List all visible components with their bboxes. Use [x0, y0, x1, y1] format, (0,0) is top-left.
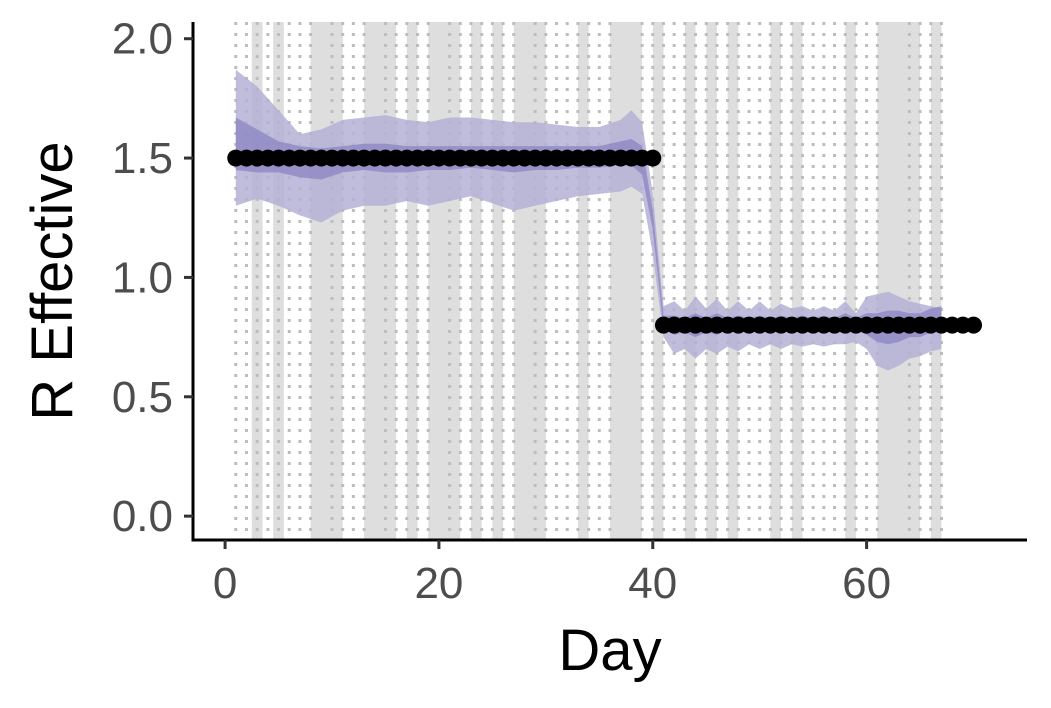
- shaded-span-16: [791, 22, 803, 540]
- y-tick-label-0: 0.0: [112, 492, 173, 541]
- shaded-span-6: [471, 22, 482, 540]
- point-day-40: [644, 149, 662, 167]
- shaded-span-19: [930, 22, 942, 540]
- axes: [191, 22, 1027, 542]
- x-axis-title: Day: [558, 618, 661, 683]
- shaded-span-5: [428, 22, 461, 540]
- tick-labels: 0.0 0.5 1.0 1.5 2.0 0 20 40 60: [112, 15, 891, 608]
- shaded-span-18: [877, 22, 921, 540]
- x-tick-label-1: 20: [414, 559, 463, 608]
- y-tick-label-4: 2.0: [112, 15, 173, 64]
- shaded-span-2: [310, 22, 343, 540]
- y-axis-title: R Effective: [20, 141, 85, 420]
- x-tick-label-3: 60: [842, 559, 891, 608]
- shaded-span-1: [273, 22, 284, 540]
- estimate-band-outer: [235, 69, 942, 371]
- y-tick-label-2: 1.0: [112, 253, 173, 302]
- shaded-span-0: [251, 22, 263, 540]
- shaded-span-14: [727, 22, 739, 540]
- shaded-spans: [251, 22, 942, 540]
- shaded-span-9: [577, 22, 589, 540]
- shaded-span-8: [513, 22, 546, 540]
- tick-marks: [184, 37, 869, 549]
- y-tick-label-3: 1.5: [112, 134, 173, 183]
- shaded-span-7: [492, 22, 504, 540]
- x-tick-label-0: 0: [213, 559, 237, 608]
- shaded-span-17: [845, 22, 856, 540]
- shaded-span-3: [364, 22, 397, 540]
- dotted-reference-lines: [234, 22, 943, 540]
- shaded-span-12: [684, 22, 696, 540]
- point-day-70: [965, 316, 983, 334]
- true-r-points: [227, 149, 983, 334]
- shaded-span-4: [406, 22, 418, 540]
- x-tick-label-2: 40: [628, 559, 677, 608]
- y-tick-label-1: 0.5: [112, 373, 173, 422]
- shaded-span-10: [610, 22, 643, 540]
- shaded-span-13: [706, 22, 717, 540]
- shaded-span-15: [770, 22, 782, 540]
